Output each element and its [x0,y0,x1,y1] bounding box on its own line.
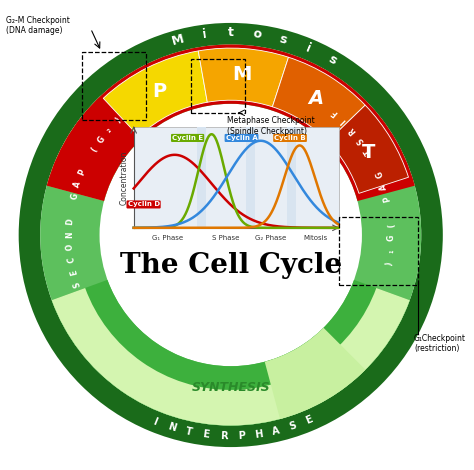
Wedge shape [264,328,365,419]
FancyBboxPatch shape [134,127,338,228]
Text: G₁Checkpoint
(restriction): G₁Checkpoint (restriction) [414,334,466,353]
Wedge shape [328,105,409,193]
Text: P: P [237,431,245,441]
Text: N: N [166,422,177,433]
Text: A: A [271,425,281,437]
Text: ): ) [114,116,122,125]
Text: G₂-M Checkpoint
(DNA damage): G₂-M Checkpoint (DNA damage) [6,16,70,35]
Text: A: A [309,89,324,108]
Text: A: A [379,182,389,191]
Text: P: P [152,82,166,101]
Text: M: M [171,32,186,47]
Text: Mitosis: Mitosis [303,235,327,241]
Text: A: A [73,180,83,189]
Text: S: S [288,421,298,432]
Text: Cyclin B: Cyclin B [274,135,306,141]
Wedge shape [18,23,443,447]
Text: C: C [67,257,77,264]
Text: Cyclin A: Cyclin A [226,135,257,141]
Text: Metaphase Checkpoint
(Spindle Checkpoint): Metaphase Checkpoint (Spindle Checkpoint… [227,117,315,136]
Text: O: O [65,244,75,251]
Text: T: T [362,143,375,162]
Text: S: S [73,281,83,289]
Text: S: S [356,135,366,145]
Text: ): ) [384,261,394,266]
FancyBboxPatch shape [287,127,296,228]
Wedge shape [40,45,421,425]
Text: The Cell Cycle: The Cell Cycle [119,252,342,279]
Text: T: T [363,147,373,156]
Text: E: E [69,269,79,276]
Text: D: D [66,219,75,226]
Text: E: E [304,415,314,426]
Text: ₁: ₁ [386,249,395,253]
Wedge shape [47,45,415,201]
Text: H: H [254,429,264,440]
Wedge shape [273,57,365,141]
Text: t: t [228,26,234,39]
Text: s: s [325,53,338,67]
Text: Cyclin D: Cyclin D [128,202,160,207]
Text: S Phase: S Phase [212,235,239,241]
Text: i: i [304,41,312,55]
Text: N: N [65,231,74,238]
Text: R: R [220,431,228,441]
Text: (: ( [387,223,396,227]
Text: G: G [96,134,107,145]
Text: I: I [339,117,348,125]
Wedge shape [103,51,207,136]
Text: I: I [152,416,159,427]
Text: G: G [374,170,385,179]
FancyBboxPatch shape [246,127,255,228]
Text: G₂ Phase: G₂ Phase [255,235,287,241]
Text: SYNTHESIS: SYNTHESIS [191,381,270,394]
Circle shape [103,108,358,362]
Text: P: P [77,168,88,177]
Wedge shape [52,280,410,425]
Text: Cyclin E: Cyclin E [172,135,203,141]
Text: ₂: ₂ [105,125,114,134]
Text: G: G [69,193,80,201]
Text: i: i [201,28,207,41]
Text: o: o [252,28,262,41]
Wedge shape [52,288,410,425]
FancyBboxPatch shape [197,127,206,228]
Text: G: G [387,235,396,241]
Wedge shape [47,96,141,201]
Text: T: T [184,426,193,438]
Text: G₁ Phase: G₁ Phase [152,235,183,241]
Text: R: R [347,125,358,135]
Text: (: ( [90,146,99,154]
Text: Concentration: Concentration [119,150,128,204]
Text: M: M [232,65,252,84]
Text: s: s [278,32,288,47]
Text: P: P [383,196,392,203]
Wedge shape [198,48,289,107]
Text: E: E [202,430,210,440]
Text: F: F [329,107,339,117]
